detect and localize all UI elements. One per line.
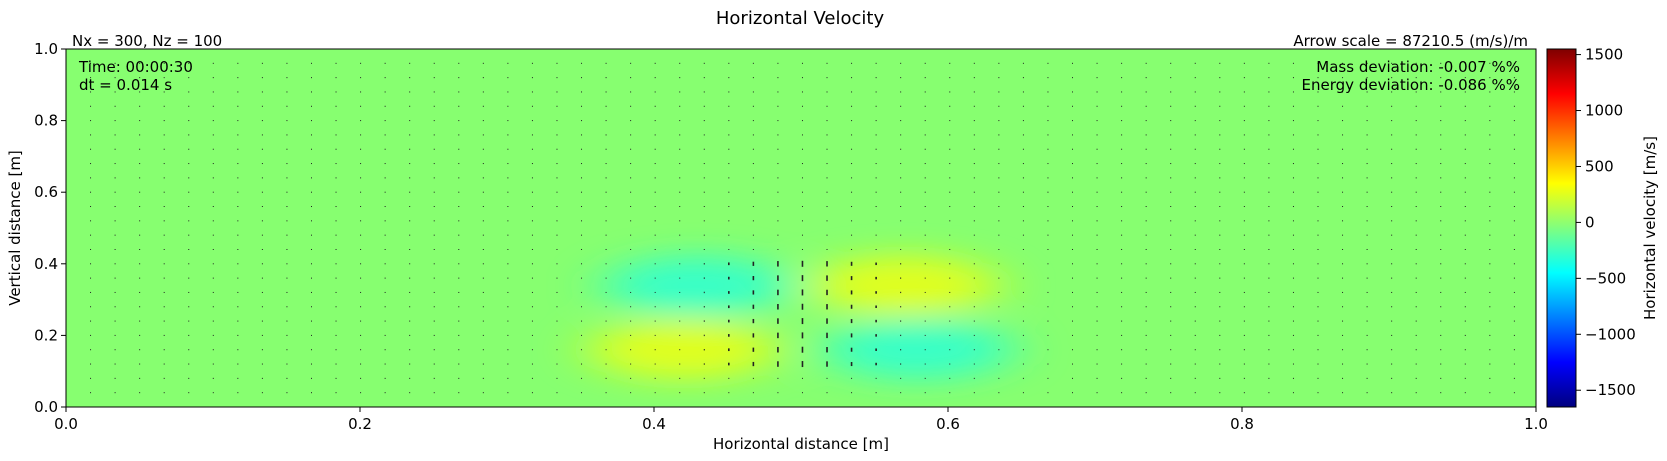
x-tick-label: 1.0 [1524,415,1548,433]
velocity-lobe-1 [603,255,794,316]
velocity-lobe-2 [808,255,999,316]
velocity-lobe-4 [823,319,1014,380]
colorbar-label: Horizontal velocity [m/s] [1641,136,1659,320]
x-tick-label: 0.8 [1230,415,1254,433]
velocity-lobes [588,255,1014,380]
y-tick-label: 1.0 [34,40,58,58]
x-axis-label: Horizontal distance [m] [713,435,889,453]
colorbar [1546,48,1577,408]
arrow-scale: Arrow scale = 87210.5 (m/s)/m [1293,32,1528,50]
chart-title: Horizontal Velocity [716,8,885,29]
y-axis-label: Vertical distance [m] [6,150,24,306]
grid-info: Nx = 300, Nz = 100 [72,32,222,50]
colorbar-axis: 1500 1000 500 0 −500 −1000 −1500 [1576,46,1636,399]
energy-deviation: Energy deviation: -0.086 %% [1302,76,1520,94]
colorbar-tick-label: −500 [1585,269,1626,287]
plot-frame [65,48,1537,408]
colorbar-tick-label: 1000 [1585,102,1623,120]
x-tick-label: 0.6 [936,415,960,433]
x-tick-label: 0.2 [348,415,372,433]
y-tick-label: 0.0 [34,398,58,416]
x-axis: 0.0 0.2 0.4 0.6 0.8 1.0 [54,407,1548,433]
y-tick-label: 0.6 [34,183,58,201]
arrow-field [90,62,1515,394]
colorbar-tick-label: 0 [1585,213,1595,231]
y-tick-label: 0.2 [34,326,58,344]
colorbar-tick-label: −1500 [1585,381,1636,399]
x-tick-label: 0.0 [54,415,78,433]
colorbar-tick-label: −1000 [1585,325,1636,343]
y-axis: 0.0 0.2 0.4 0.6 0.8 1.0 [34,40,66,416]
colorbar-tick-label: 1500 [1585,46,1623,64]
velocity-lobe-3 [588,319,779,380]
colorbar-tick-label: 500 [1585,157,1614,175]
time-text: Time: 00:00:30 [78,58,193,76]
x-tick-label: 0.4 [642,415,666,433]
mass-deviation: Mass deviation: -0.007 %% [1316,58,1520,76]
y-tick-label: 0.8 [34,112,58,130]
field-background [66,49,1536,407]
dt-text: dt = 0.014 s [79,76,172,94]
y-tick-label: 0.4 [34,255,58,273]
